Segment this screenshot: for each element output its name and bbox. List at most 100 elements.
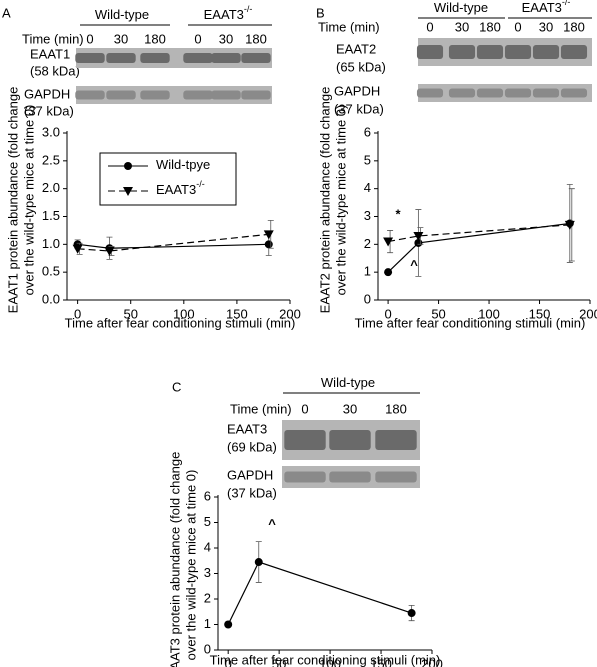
band-name: EAAT1 <box>30 46 70 61</box>
blot-band <box>211 90 241 100</box>
x-tick-label: 200 <box>421 656 443 667</box>
blot-time: 30 <box>539 19 553 34</box>
y-tick-label: 0 <box>204 641 211 656</box>
blot-group-label-main: Wild-type <box>434 0 488 15</box>
x-tick-label: 150 <box>370 656 392 667</box>
blot-band <box>211 53 241 63</box>
blot-band <box>448 45 476 59</box>
blot-band <box>75 53 105 63</box>
blot-time: 30 <box>114 31 128 46</box>
y-tick-label: 1 <box>204 616 211 631</box>
blot-group-label: EAAT3-/- <box>204 4 253 22</box>
y-tick-label: 4 <box>204 539 211 554</box>
legend-marker <box>123 187 133 196</box>
blot-time: 0 <box>301 401 308 416</box>
marker <box>407 609 416 618</box>
legend-label: EAAT3-/- <box>156 179 205 197</box>
blot-time-label: Time (min) <box>22 31 84 46</box>
y-tick-label: 1.5 <box>42 208 60 223</box>
legend-marker <box>124 162 132 170</box>
blot-band <box>560 45 588 59</box>
legend-box <box>99 152 237 206</box>
marker <box>264 240 273 249</box>
blot-band <box>284 430 326 450</box>
blot-band <box>448 88 476 98</box>
blot-time: 0 <box>194 31 201 46</box>
y-tick-label: 3 <box>364 208 371 223</box>
x-tick-label: 200 <box>579 306 597 321</box>
panel-label: C <box>172 379 181 394</box>
blot-time: 30 <box>455 19 469 34</box>
blot-band <box>106 53 136 63</box>
marker <box>72 244 83 254</box>
legend-label-superscript: -/- <box>196 179 205 189</box>
blot-group-label-main: EAAT3 <box>204 7 244 22</box>
y-tick-label: 3.0 <box>42 124 60 139</box>
x-tick-label: 0 <box>74 306 81 321</box>
x-tick-label: 50 <box>123 306 137 321</box>
blot-time-label: Time (min) <box>230 401 292 416</box>
x-axis-label: Time after fear conditioning stimuli (mi… <box>65 315 296 330</box>
x-tick-label: 0 <box>384 306 391 321</box>
marker <box>384 268 393 277</box>
x-tick-label: 100 <box>319 656 341 667</box>
y-tick-label: 3 <box>204 565 211 580</box>
x-tick-label: 50 <box>272 656 286 667</box>
series-line <box>387 224 570 243</box>
y-tick-label: 6 <box>364 124 371 139</box>
band-size: (37 kDa) <box>334 101 384 116</box>
y-tick-label: 5 <box>204 514 211 529</box>
y-tick-label: 2.5 <box>42 152 60 167</box>
blot-time: 30 <box>219 31 233 46</box>
blot-band <box>504 45 532 59</box>
blot-band <box>284 471 326 483</box>
blot-group-label: Wild-type <box>321 375 375 390</box>
blot-group-label-superscript: -/- <box>244 4 253 14</box>
y-axis-label: over the wild-type mice at time 0) <box>183 470 198 661</box>
blot-group-label: EAAT3-/- <box>522 0 571 15</box>
marker <box>224 620 233 629</box>
y-tick-label: 0.0 <box>42 291 60 306</box>
y-tick-label: 1.0 <box>42 236 60 251</box>
y-axis-label: EAAT1 protein abundance (fold change <box>5 87 20 314</box>
band-size: (37 kDa) <box>227 485 277 500</box>
blot-band <box>75 90 105 100</box>
blot-group-label: Wild-type <box>95 7 149 22</box>
y-tick-label: 5 <box>364 152 371 167</box>
blot-band <box>183 53 213 63</box>
blot-band <box>476 45 504 59</box>
legend-label-main: Wild-tpye <box>156 157 210 172</box>
annotation: ^ <box>268 516 276 531</box>
y-axis-label: EAAT3 protein abundance (fold change <box>167 452 182 667</box>
blot-band <box>241 53 271 63</box>
x-tick-label: 150 <box>529 306 551 321</box>
marker <box>564 220 575 230</box>
series-line <box>227 561 412 625</box>
blot-band <box>183 90 213 100</box>
blot-time: 0 <box>514 19 521 34</box>
y-tick-label: 2 <box>364 236 371 251</box>
y-tick-label: 4 <box>364 180 371 195</box>
blot-group-label: Wild-type <box>434 0 488 15</box>
annotation: * <box>395 206 401 221</box>
blot-time-label: Time (min) <box>318 19 380 34</box>
y-axis-label: over the wild-type mice at time 0) <box>21 105 36 296</box>
blot-band <box>532 45 560 59</box>
blot-time: 180 <box>144 31 166 46</box>
x-tick-label: 200 <box>279 306 301 321</box>
band-name: GAPDH <box>227 467 273 482</box>
blot-time: 180 <box>563 19 585 34</box>
x-tick-label: 50 <box>431 306 445 321</box>
blot-time: 180 <box>245 31 267 46</box>
band-name: GAPDH <box>334 83 380 98</box>
band-name: EAAT3 <box>227 421 267 436</box>
marker <box>413 231 424 241</box>
marker <box>263 230 274 240</box>
y-tick-label: 6 <box>204 488 211 503</box>
y-tick-label: 0 <box>364 291 371 306</box>
y-tick-label: 0.5 <box>42 264 60 279</box>
blot-band <box>416 88 444 98</box>
x-axis-label: Time after fear conditioning stimuli (mi… <box>355 315 586 330</box>
marker <box>254 558 263 567</box>
